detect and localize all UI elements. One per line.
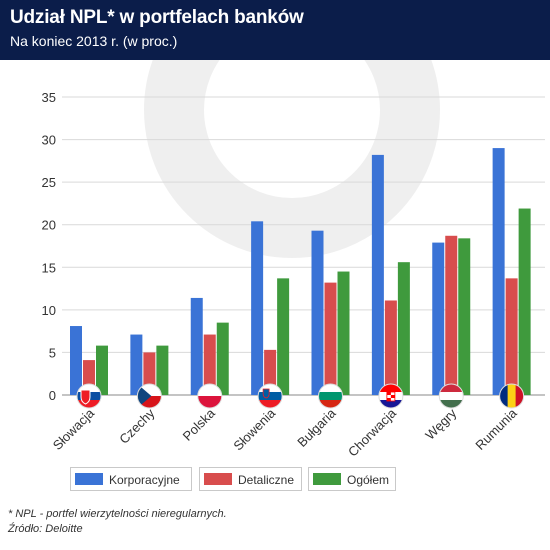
- flag-border: [438, 383, 464, 409]
- flag-romania-icon: [499, 384, 524, 408]
- chart-subtitle: Na koniec 2013 r. (w proc.): [10, 33, 178, 49]
- x-tick-label: Polska: [180, 405, 219, 444]
- bar: [70, 326, 82, 395]
- bar: [492, 148, 505, 395]
- bar: [432, 242, 445, 395]
- flag-croatia-icon: [378, 384, 403, 408]
- flag-czechia-icon: [137, 384, 162, 408]
- x-tick-label: Rumunia: [472, 405, 520, 453]
- x-tick-label: Słowacja: [50, 405, 98, 453]
- legend-swatch: [204, 473, 232, 485]
- flag-poland-icon: [197, 384, 222, 408]
- bar: [203, 334, 216, 395]
- x-tick-label: Chorwacja: [345, 405, 400, 460]
- bar: [518, 208, 531, 395]
- watermark-logo: [144, 60, 440, 258]
- footnote-source: Źródło: Deloitte: [8, 523, 83, 535]
- bar: [397, 262, 410, 395]
- flag-bulgaria-icon: [318, 384, 343, 408]
- y-axis-ticks: 0 5 10 15 20 25 30 35: [42, 90, 56, 403]
- bar: [337, 271, 350, 395]
- x-axis-ticks: Słowacja Czechy Polska Słowenia Bułgaria Chor…: [50, 405, 521, 460]
- bar: [96, 345, 108, 395]
- flag-border: [257, 383, 283, 409]
- legend-label: Ogółem: [347, 473, 390, 487]
- flag-border: [76, 383, 102, 409]
- bar: [445, 235, 458, 395]
- bar: [190, 297, 203, 395]
- watermark-ring: [144, 60, 440, 258]
- bar: [251, 221, 264, 395]
- chart-header: Udział NPL* w portfelach banków Na konie…: [0, 0, 550, 60]
- x-tick-label: Słowenia: [230, 405, 278, 453]
- legend-item-ogolem: Ogółem: [308, 467, 396, 491]
- flag-hungary-icon: [439, 384, 464, 408]
- flag-slovenia-icon: [258, 384, 283, 408]
- flag-border: [318, 383, 343, 409]
- flag-slovakia-icon: [77, 384, 101, 408]
- bar: [458, 238, 471, 395]
- y-tick-label: 15: [42, 260, 56, 275]
- legend-item-korporacyjne: Korporacyjne: [70, 467, 192, 491]
- y-tick-label: 35: [42, 90, 56, 105]
- y-tick-label: 10: [42, 303, 56, 318]
- bar: [371, 154, 384, 395]
- y-tick-label: 5: [49, 345, 56, 360]
- x-tick-label: Czechy: [116, 405, 158, 447]
- bar: [505, 278, 518, 395]
- bar-chart: 0 5 10 15 20 25 30 35 Słowacja Czechy Polska Słowe…: [42, 60, 545, 460]
- bar: [324, 282, 337, 395]
- chart-title: Udział NPL* w portfelach banków: [10, 7, 304, 28]
- flags: [76, 383, 525, 409]
- y-tick-label: 0: [49, 388, 56, 403]
- x-tick-label: Węgry: [422, 405, 460, 443]
- legend-label: Korporacyjne: [109, 473, 180, 487]
- x-tick-label: Bułgaria: [294, 405, 339, 450]
- flag-border: [136, 383, 162, 409]
- legend-swatch: [313, 473, 341, 485]
- legend-label: Detaliczne: [238, 473, 295, 487]
- y-tick-label: 25: [42, 175, 56, 190]
- bar: [384, 300, 397, 395]
- flag-border: [197, 383, 223, 409]
- y-tick-label: 30: [42, 133, 56, 148]
- bar: [264, 349, 277, 395]
- bar: [311, 230, 324, 395]
- footnote-npl: * NPL - portfel wierzytelności nieregula…: [8, 508, 227, 520]
- bar: [277, 278, 290, 395]
- bar: [156, 345, 169, 395]
- bars: [70, 148, 531, 395]
- flag-border: [499, 383, 525, 409]
- legend-swatch: [75, 473, 103, 485]
- flag-border: [378, 383, 404, 409]
- bar: [216, 322, 229, 395]
- y-tick-label: 20: [42, 218, 56, 233]
- legend-item-detaliczne: Detaliczne: [199, 467, 302, 491]
- bar: [130, 334, 143, 395]
